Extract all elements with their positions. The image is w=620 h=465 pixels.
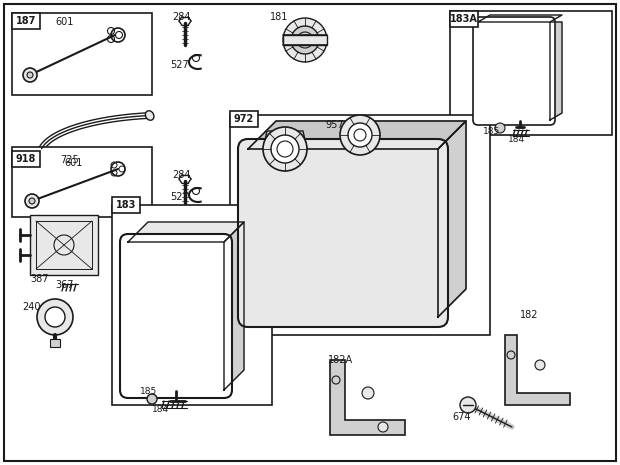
Text: 184: 184 xyxy=(152,405,169,414)
Text: 181: 181 xyxy=(270,12,288,22)
Bar xyxy=(230,111,258,127)
Polygon shape xyxy=(478,15,562,22)
Text: 284: 284 xyxy=(172,12,190,22)
Text: eReplacementParts.com: eReplacementParts.com xyxy=(246,232,374,242)
Bar xyxy=(50,339,60,347)
Circle shape xyxy=(263,127,307,171)
Bar xyxy=(36,221,92,269)
Polygon shape xyxy=(224,222,244,390)
Circle shape xyxy=(535,360,545,370)
Text: 601: 601 xyxy=(55,17,73,27)
Bar xyxy=(450,11,612,135)
Circle shape xyxy=(340,115,380,155)
Circle shape xyxy=(283,18,327,62)
Text: 187: 187 xyxy=(16,16,36,26)
Bar xyxy=(450,11,478,27)
Bar xyxy=(12,147,152,217)
Circle shape xyxy=(23,68,37,82)
Text: 284: 284 xyxy=(172,170,190,180)
Polygon shape xyxy=(128,222,244,242)
Bar xyxy=(283,35,327,45)
Circle shape xyxy=(147,394,157,404)
Polygon shape xyxy=(248,121,466,149)
Text: 601: 601 xyxy=(64,158,82,168)
Text: 240: 240 xyxy=(22,302,40,312)
Polygon shape xyxy=(438,121,466,317)
Circle shape xyxy=(27,72,33,78)
Circle shape xyxy=(348,123,372,147)
Text: 918: 918 xyxy=(16,154,36,164)
Circle shape xyxy=(378,422,388,432)
Polygon shape xyxy=(263,131,307,149)
Text: 725: 725 xyxy=(60,155,79,165)
Text: 183A: 183A xyxy=(450,14,478,24)
Circle shape xyxy=(495,123,505,133)
Bar xyxy=(112,205,272,405)
Bar xyxy=(30,215,98,275)
Circle shape xyxy=(291,26,319,54)
Text: 183: 183 xyxy=(116,200,136,210)
Circle shape xyxy=(25,194,39,208)
Text: 957: 957 xyxy=(325,120,343,130)
Circle shape xyxy=(362,387,374,399)
Bar xyxy=(112,197,140,213)
Bar xyxy=(230,115,490,335)
Circle shape xyxy=(271,135,299,163)
FancyBboxPatch shape xyxy=(473,17,555,125)
Text: 182A: 182A xyxy=(328,355,353,365)
Text: 185: 185 xyxy=(483,127,500,137)
Text: 387: 387 xyxy=(30,274,48,284)
Circle shape xyxy=(460,397,476,413)
Bar xyxy=(12,151,40,167)
Text: 184: 184 xyxy=(508,135,525,145)
Text: 182: 182 xyxy=(520,310,539,320)
Circle shape xyxy=(45,307,65,327)
Polygon shape xyxy=(330,360,405,435)
FancyBboxPatch shape xyxy=(120,234,232,398)
Polygon shape xyxy=(505,335,570,405)
Text: 367: 367 xyxy=(55,280,74,290)
Bar xyxy=(12,13,40,29)
Bar xyxy=(12,13,152,95)
FancyBboxPatch shape xyxy=(238,139,448,327)
Text: 674: 674 xyxy=(452,412,471,422)
Circle shape xyxy=(37,299,73,335)
Text: 185: 185 xyxy=(140,387,157,397)
Polygon shape xyxy=(550,22,562,120)
Text: 527: 527 xyxy=(170,192,188,202)
Text: 972: 972 xyxy=(234,114,254,124)
Text: 527: 527 xyxy=(170,60,188,70)
Circle shape xyxy=(29,198,35,204)
Ellipse shape xyxy=(146,111,154,120)
